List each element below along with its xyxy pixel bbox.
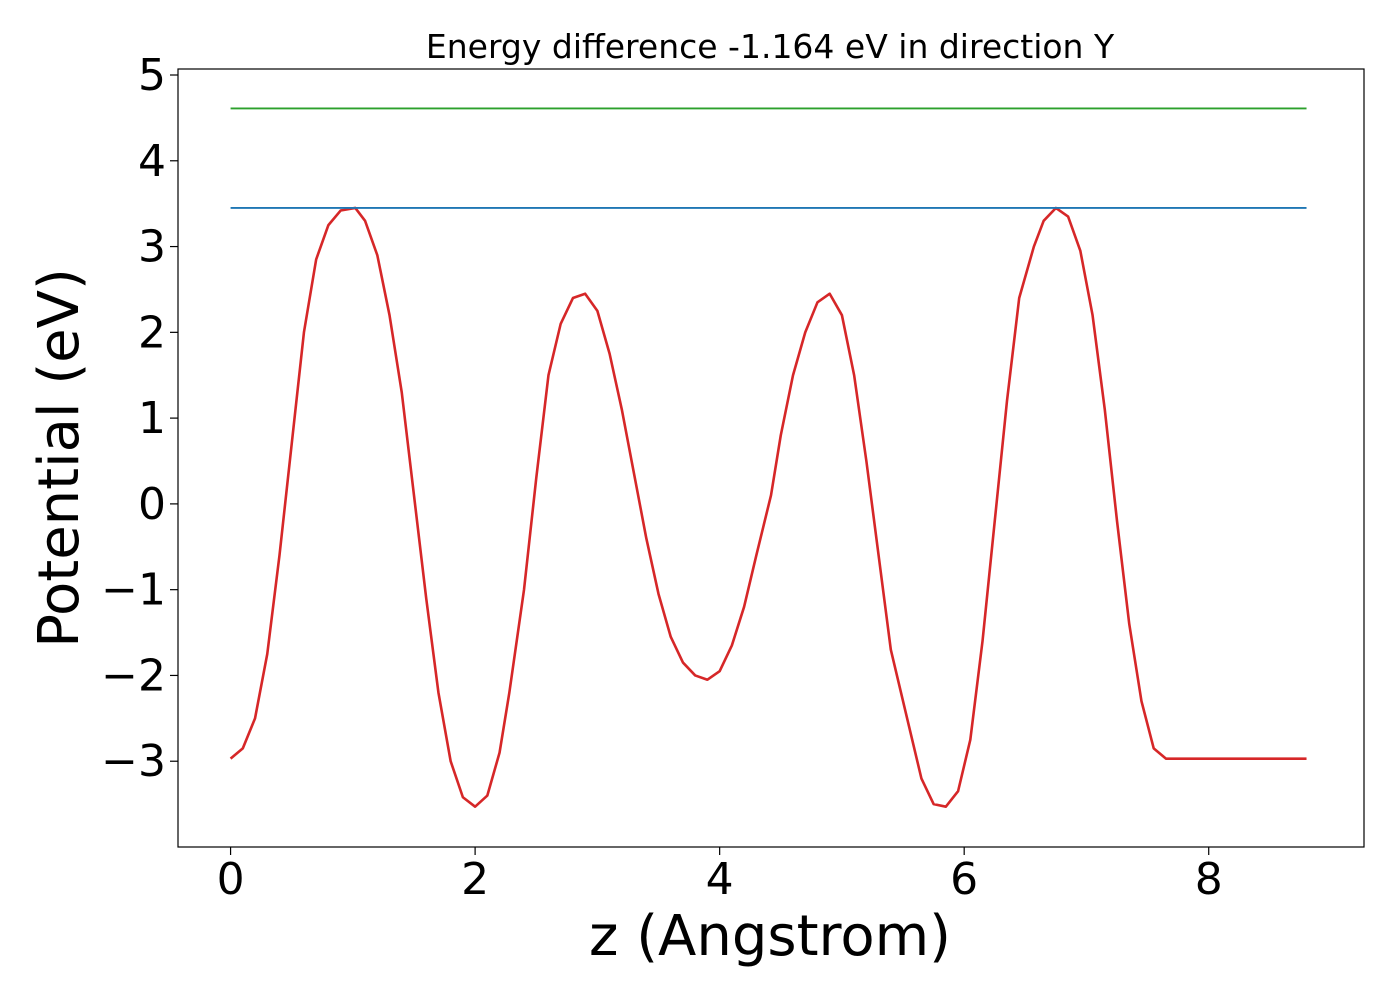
x-tick-label: 4 bbox=[706, 854, 734, 905]
x-tick-label: 6 bbox=[950, 854, 978, 905]
plot-area bbox=[229, 107, 1307, 808]
x-axis-label: z (Angstrom) bbox=[589, 904, 951, 969]
y-tick-label: 0 bbox=[138, 479, 166, 530]
chart-title: Energy difference -1.164 eV in direction… bbox=[426, 27, 1115, 66]
y-tick-label: −3 bbox=[101, 736, 166, 787]
y-tick-label: −2 bbox=[101, 650, 166, 701]
y-axis-label: Potential (eV) bbox=[27, 268, 92, 648]
y-axis-ticks: −3 −2 −1 0 1 2 3 4 5 bbox=[101, 50, 178, 787]
y-tick-label: 5 bbox=[138, 50, 166, 101]
x-tick-label: 2 bbox=[461, 854, 489, 905]
y-tick-label: −1 bbox=[101, 565, 166, 616]
series-line-0 bbox=[229, 206, 1307, 808]
y-tick-label: 2 bbox=[138, 307, 166, 358]
y-tick-label: 3 bbox=[138, 222, 166, 273]
plot-frame bbox=[177, 68, 1365, 848]
x-axis-ticks: 0 2 4 6 8 bbox=[217, 847, 1223, 905]
x-tick-label: 8 bbox=[1195, 854, 1223, 905]
y-tick-label: 1 bbox=[138, 393, 166, 444]
x-tick-label: 0 bbox=[217, 854, 245, 905]
y-tick-label: 4 bbox=[138, 136, 166, 187]
